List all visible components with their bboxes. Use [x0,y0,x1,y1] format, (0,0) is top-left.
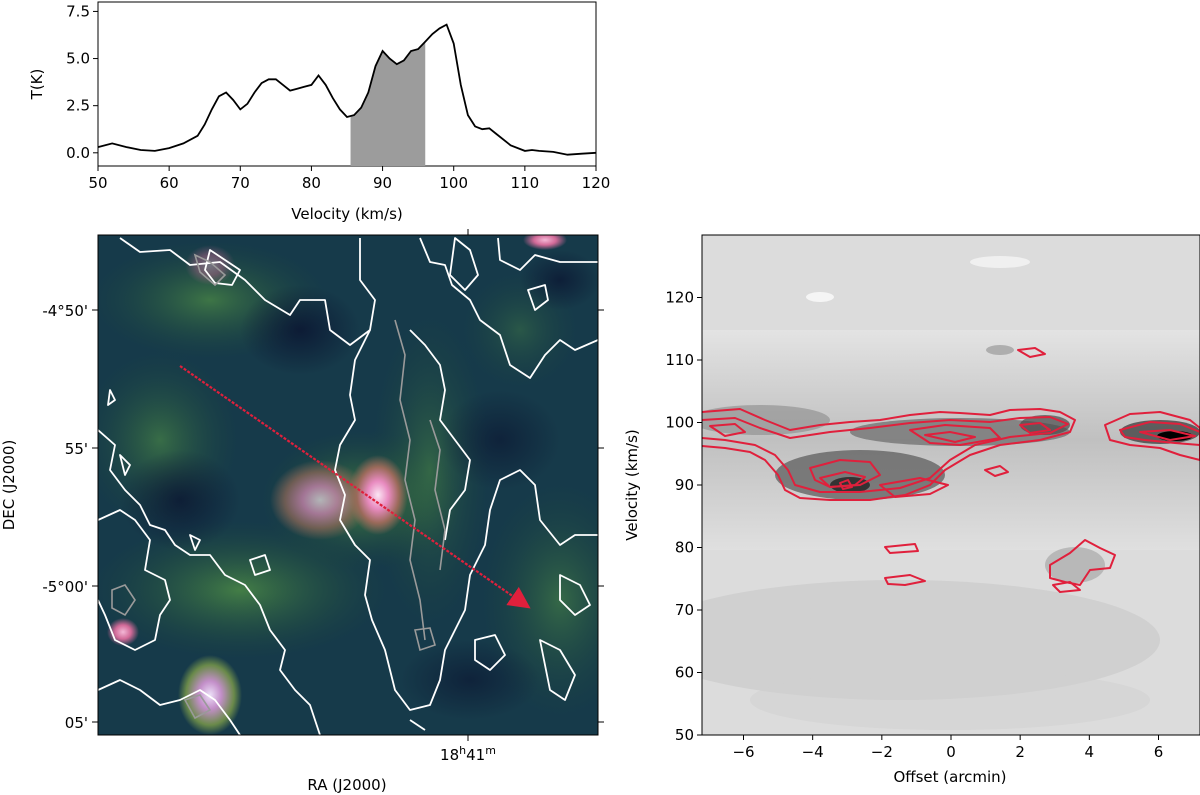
map-image [98,235,598,735]
pv-x-tick-label: −4 [802,743,824,761]
pv-y-tick-label: 120 [665,289,694,307]
pv-x-tick-label: 4 [1085,743,1095,761]
map-x-tick-label: 18h41m [440,744,496,764]
pv-contours [702,347,1200,593]
spectrum-x-tick-label: 110 [511,174,540,192]
pv-y-ticks: 50 60 70 80 90 100 110 120 [665,289,702,744]
pv-y-tick-label: 70 [675,601,694,619]
spectrum-x-label: Velocity (km/s) [291,205,402,223]
spectrum-y-ticks: 0.0 2.5 5.0 7.5 [66,2,98,162]
pv-x-tick-label: −2 [871,743,893,761]
velocity-range-shading [350,41,426,166]
map-y-tick-label: 05' [65,714,88,732]
spectrum-x-ticks: 50 60 70 80 90 100 110 120 [88,166,610,192]
map-contours [98,237,598,735]
pv-panel: −6 −4 −2 0 2 4 6 50 60 70 80 90 100 110 120 Offset (a… [623,234,1200,786]
pv-y-tick-label: 80 [675,539,694,557]
map-y-label: DEC (J2000) [0,440,18,531]
pv-y-tick-label: 110 [665,351,694,369]
pv-y-tick-label: 50 [675,726,694,744]
pv-y-tick-label: 60 [675,664,694,682]
map-y-tick-label: 55' [65,440,88,458]
pv-x-tick-label: 6 [1154,743,1164,761]
spectrum-x-tick-label: 60 [160,174,179,192]
map-ticks [92,229,604,741]
pv-x-tick-label: 0 [946,743,956,761]
spectrum-y-tick-label: 2.5 [66,97,90,115]
spectrum-x-tick-label: 70 [231,174,250,192]
spectrum-x-tick-label: 100 [439,174,468,192]
map-x-label: RA (J2000) [307,776,386,794]
pv-y-tick-label: 90 [675,476,694,494]
spectrum-x-tick-label: 120 [582,174,611,192]
pv-y-label: Velocity (km/s) [623,429,641,540]
pv-image [702,235,1200,735]
pv-x-ticks: −6 −4 −2 0 2 4 6 [732,735,1163,761]
spectrum-y-tick-label: 5.0 [66,50,90,68]
map-panel: -4°50' 55' -5°00' 05' 18h41m RA (J2000) … [0,229,604,794]
spectrum-x-tick-label: 90 [373,174,392,192]
spectrum-y-label: T(K) [28,69,46,101]
cut-arrow [179,365,531,609]
spectrum-panel: 50 60 70 80 90 100 110 120 0.0 2.5 5.0 7.5 Velocit… [28,1,610,223]
pv-x-label: Offset (arcmin) [893,768,1006,786]
pv-y-tick-label: 100 [665,414,694,432]
pv-x-tick-label: −6 [732,743,754,761]
spectrum-y-tick-label: 0.0 [66,144,90,162]
spectrum-frame [97,1,597,167]
spectrum-x-tick-label: 80 [302,174,321,192]
map-y-tick-label: -4°50' [42,302,88,320]
map-frame [97,234,599,736]
spectrum-y-tick-label: 7.5 [66,2,90,20]
spectrum-line [97,23,597,156]
spectrum-x-tick-label: 50 [88,174,107,192]
pv-x-tick-label: 2 [1015,743,1025,761]
map-y-tick-label: -5°00' [42,578,88,596]
